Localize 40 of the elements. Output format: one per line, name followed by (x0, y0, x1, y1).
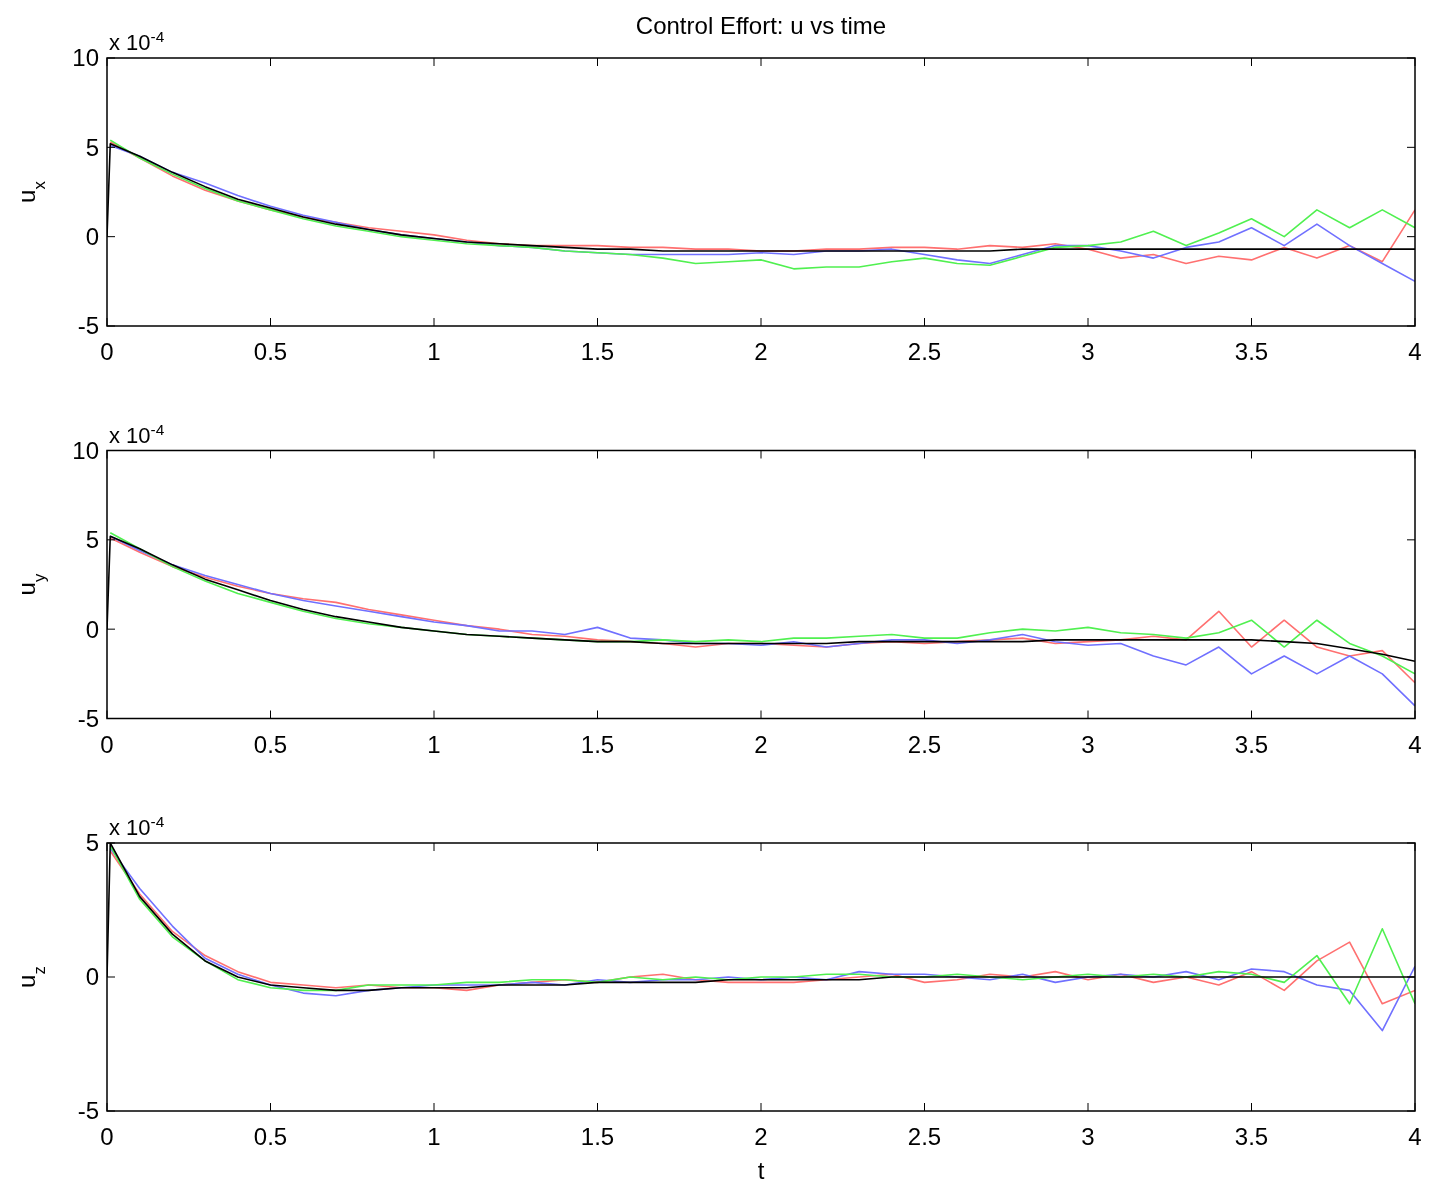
x-tick-label: 1.5 (580, 1123, 615, 1150)
x-tick-label: 1.5 (580, 730, 615, 758)
y-tick-label: 10 (72, 44, 99, 72)
x-tick-label: 2.5 (907, 338, 942, 365)
x-tick-label: 3 (1081, 338, 1095, 365)
y-tick-label: -5 (77, 312, 99, 340)
x-tick-label: 2 (754, 730, 768, 758)
y-tick-label: -5 (77, 704, 99, 732)
text: x 10$^{-4}$ (109, 27, 165, 55)
x-tick-label: 3.5 (1234, 1123, 1269, 1150)
chart-title: Control Effort: u vs time (635, 12, 887, 39)
x-tick-label: 2.5 (907, 730, 942, 758)
x-tick-label: 2.5 (907, 1123, 942, 1150)
y-tick-label: 10 (72, 436, 99, 464)
y-tick-label: 0 (85, 963, 99, 991)
y-tick-label: 5 (85, 526, 99, 554)
y-tick-label: -5 (77, 1097, 99, 1125)
x-axis-title: t (757, 1157, 765, 1184)
x-tick-label: 4 (1408, 730, 1422, 758)
y-tick-label: 0 (85, 223, 99, 251)
x-tick-label: 1 (427, 730, 441, 758)
x-tick-label: 1 (427, 1123, 441, 1150)
x-tick-label: 2 (754, 338, 768, 365)
y-tick-label: 5 (85, 829, 99, 857)
x-tick-label: 0.5 (253, 338, 288, 365)
text: x 10$^{-4}$ (109, 812, 165, 840)
x-tick-label: 3 (1081, 730, 1095, 758)
y-tick-label: 0 (85, 615, 99, 643)
text: x 10$^{-4}$ (109, 420, 165, 448)
x-tick-label: 3.5 (1234, 730, 1269, 758)
x-tick-label: 1 (427, 338, 441, 365)
x-tick-label: 4 (1408, 1123, 1422, 1150)
x-tick-label: 2 (754, 1123, 768, 1150)
x-tick-label: 3 (1081, 1123, 1095, 1150)
y-tick-label: 5 (85, 133, 99, 161)
x-tick-label: 3.5 (1234, 338, 1269, 365)
x-tick-label: 1.5 (580, 338, 615, 365)
x-tick-label: 4 (1408, 338, 1422, 365)
x-tick-label: 0.5 (253, 730, 288, 758)
x-tick-label: 0.5 (253, 1123, 288, 1150)
